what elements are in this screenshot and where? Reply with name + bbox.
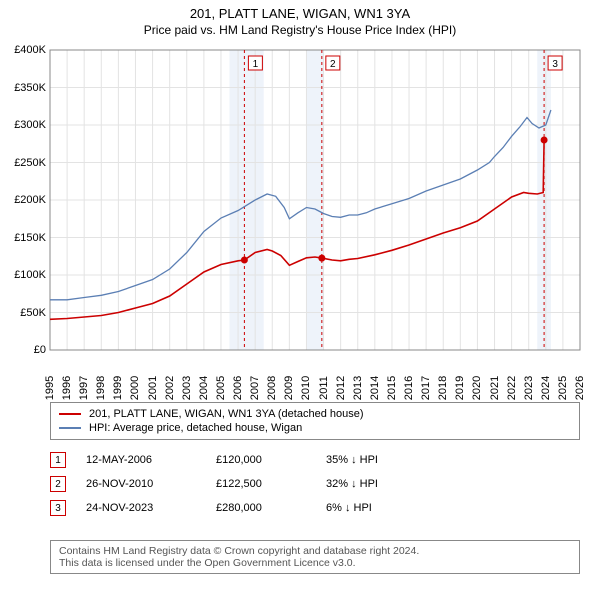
x-tick-label: 2001 xyxy=(147,376,159,400)
y-axis-labels: £0£50K£100K£150K£200K£250K£300K£350K£400… xyxy=(0,50,48,350)
x-tick-label: 1997 xyxy=(78,376,90,400)
x-tick-label: 2018 xyxy=(437,376,449,400)
x-tick-label: 2021 xyxy=(489,376,501,400)
event-delta: 6% ↓ HPI xyxy=(326,502,426,514)
legend-row: 201, PLATT LANE, WIGAN, WN1 3YA (detache… xyxy=(59,407,571,421)
event-date: 12-MAY-2006 xyxy=(86,454,196,466)
x-tick-label: 2023 xyxy=(523,376,535,400)
x-tick-label: 2014 xyxy=(369,376,381,400)
x-tick-label: 2005 xyxy=(215,376,227,400)
x-tick-label: 2024 xyxy=(540,376,552,400)
x-tick-label: 2026 xyxy=(574,376,586,400)
y-tick-label: £350K xyxy=(14,82,46,94)
y-tick-label: £0 xyxy=(34,344,46,356)
y-tick-label: £100K xyxy=(14,269,46,281)
event-delta: 35% ↓ HPI xyxy=(326,454,426,466)
x-tick-label: 2011 xyxy=(318,376,330,400)
chart-plot-area: 1 2 3 xyxy=(50,50,580,350)
x-tick-label: 2004 xyxy=(198,376,210,400)
event-delta: 32% ↓ HPI xyxy=(326,478,426,490)
svg-text:3: 3 xyxy=(552,59,558,70)
y-tick-label: £300K xyxy=(14,119,46,131)
y-tick-label: £400K xyxy=(14,44,46,56)
x-tick-label: 2010 xyxy=(300,376,312,400)
events-table: 1 12-MAY-2006 £120,000 35% ↓ HPI 2 26-NOV-201… xyxy=(50,448,580,520)
chart-legend: 201, PLATT LANE, WIGAN, WN1 3YA (detache… xyxy=(50,402,580,440)
event-price: £280,000 xyxy=(216,502,306,514)
legend-label: 201, PLATT LANE, WIGAN, WN1 3YA (detache… xyxy=(89,408,364,420)
x-tick-label: 1998 xyxy=(95,376,107,400)
event-price: £120,000 xyxy=(216,454,306,466)
event-date: 26-NOV-2010 xyxy=(86,478,196,490)
chart-svg: 1 2 3 xyxy=(50,50,580,350)
x-tick-label: 2007 xyxy=(249,376,261,400)
legend-label: HPI: Average price, detached house, Wiga… xyxy=(89,422,302,434)
event-price: £122,500 xyxy=(216,478,306,490)
attribution-line2: This data is licensed under the Open Gov… xyxy=(59,557,571,569)
x-tick-label: 2013 xyxy=(352,376,364,400)
event-row: 2 26-NOV-2010 £122,500 32% ↓ HPI xyxy=(50,472,580,496)
x-axis-labels: 1995199619971998199920002001200220032004… xyxy=(50,354,580,400)
attribution-line1: Contains HM Land Registry data © Crown c… xyxy=(59,545,571,557)
x-tick-label: 2008 xyxy=(266,376,278,400)
event-row: 1 12-MAY-2006 £120,000 35% ↓ HPI xyxy=(50,448,580,472)
x-tick-label: 2015 xyxy=(386,376,398,400)
x-tick-label: 2020 xyxy=(471,376,483,400)
event-row: 3 24-NOV-2023 £280,000 6% ↓ HPI xyxy=(50,496,580,520)
legend-swatch xyxy=(59,413,81,415)
x-tick-label: 2003 xyxy=(181,376,193,400)
x-tick-label: 1999 xyxy=(112,376,124,400)
x-tick-label: 2009 xyxy=(283,376,295,400)
attribution-box: Contains HM Land Registry data © Crown c… xyxy=(50,540,580,574)
y-tick-label: £50K xyxy=(20,307,46,319)
legend-row: HPI: Average price, detached house, Wiga… xyxy=(59,421,571,435)
y-tick-label: £250K xyxy=(14,157,46,169)
event-marker-box: 1 xyxy=(50,452,66,468)
event-marker-box: 2 xyxy=(50,476,66,492)
x-tick-label: 2016 xyxy=(403,376,415,400)
x-tick-label: 1996 xyxy=(61,376,73,400)
x-tick-label: 2022 xyxy=(506,376,518,400)
x-tick-label: 2012 xyxy=(335,376,347,400)
x-tick-label: 2017 xyxy=(420,376,432,400)
svg-text:2: 2 xyxy=(330,59,336,70)
x-tick-label: 2025 xyxy=(557,376,569,400)
x-tick-label: 2000 xyxy=(129,376,141,400)
x-tick-label: 2002 xyxy=(164,376,176,400)
event-marker-box: 3 xyxy=(50,500,66,516)
y-tick-label: £150K xyxy=(14,232,46,244)
x-tick-label: 1995 xyxy=(44,376,56,400)
x-tick-label: 2019 xyxy=(454,376,466,400)
chart-subtitle: Price paid vs. HM Land Registry's House … xyxy=(0,23,600,37)
chart-title: 201, PLATT LANE, WIGAN, WN1 3YA xyxy=(0,6,600,21)
x-tick-label: 2006 xyxy=(232,376,244,400)
svg-text:1: 1 xyxy=(253,59,259,70)
y-tick-label: £200K xyxy=(14,194,46,206)
legend-swatch xyxy=(59,427,81,429)
event-date: 24-NOV-2023 xyxy=(86,502,196,514)
